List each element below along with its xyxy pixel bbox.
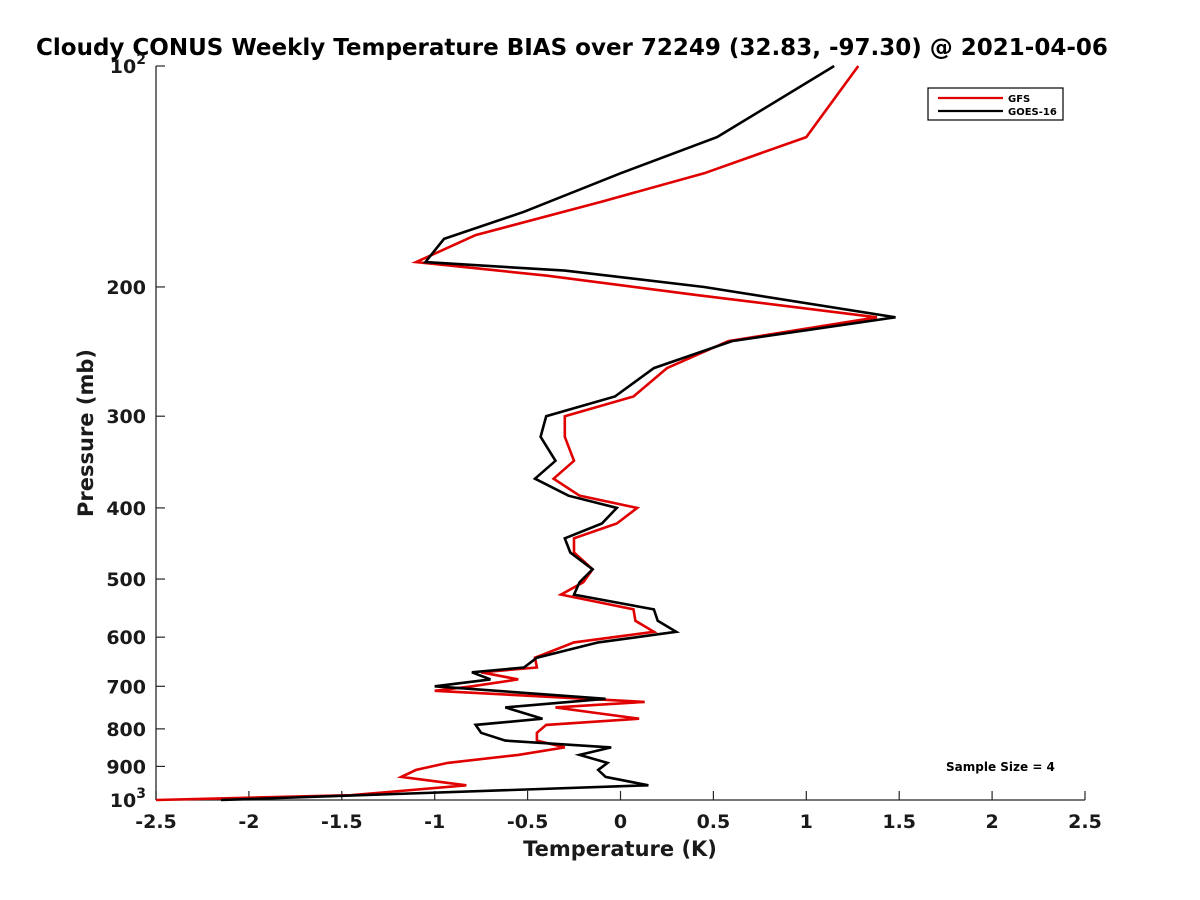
x-tick-label: 2 [985,811,998,833]
series-line-gfs [155,65,878,802]
x-tick-label: -1 [424,811,445,833]
x-axis-label: Temperature (K) [523,837,717,861]
x-tick-label: 2.5 [1068,811,1102,833]
y-axis-label: Pressure (mb) [74,349,98,517]
chart-title: Cloudy CONUS Weekly Temperature BIAS ove… [36,35,1108,61]
x-tick-label: -2.5 [135,811,177,833]
legend-label-goes16: GOES-16 [1008,107,1057,118]
y-tick-label: 700 [106,676,146,698]
x-tick-label: 0.5 [697,811,731,833]
x-tick-label: -1.5 [321,811,363,833]
legend: GFS GOES-16 [927,87,1064,121]
y-tick-label: 900 [106,756,146,778]
series-line-goes16 [220,64,896,802]
y-tick-label: 300 [106,406,146,428]
y-tick-label: 200 [106,277,146,299]
x-tick-label: 0 [614,811,627,833]
y-tick-label: 500 [106,569,146,591]
x-tick-label: -0.5 [507,811,549,833]
plot-area: -2.5 -2 -1.5 -1 -0.5 0 0.5 1 1.5 2 2.5 102 200 300 40… [106,52,1102,833]
x-axis-ticks: -2.5 -2 -1.5 -1 -0.5 0 0.5 1 1.5 2 2.5 [135,791,1102,833]
sample-size-annotation: Sample Size = 4 [946,760,1055,774]
series-lines [155,64,896,802]
y-tick-label: 103 [110,786,146,812]
y-tick-label: 800 [106,719,146,741]
legend-box [927,87,1064,121]
x-tick-label: 1 [800,811,813,833]
x-tick-label: 1.5 [882,811,916,833]
y-tick-label: 400 [106,498,146,520]
y-tick-label: 600 [106,627,146,649]
legend-label-gfs: GFS [1008,94,1030,105]
x-tick-label: -2 [238,811,259,833]
y-axis-ticks: 102 200 300 400 500 600 700 800 900 103 [106,52,165,812]
y-tick-label: 102 [110,52,146,78]
